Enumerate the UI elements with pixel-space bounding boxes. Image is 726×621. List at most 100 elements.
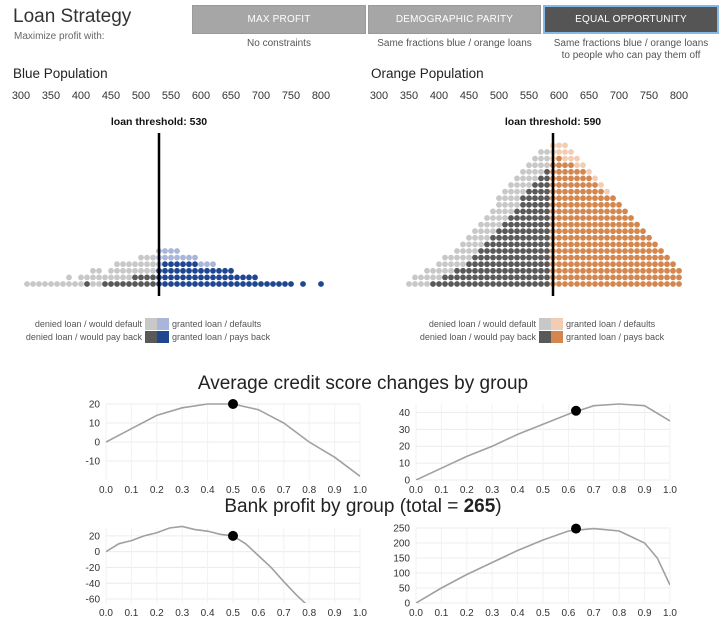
population-dot (574, 188, 580, 195)
legend-swatch-denied-payback (145, 331, 157, 343)
credit-change-section-title: Average credit score changes by group (197, 373, 529, 394)
population-dot (568, 274, 574, 281)
population-dot (568, 241, 574, 248)
orange-credit-change-chart[interactable]: 40 30 20 10 00.0 0.1 0.2 0.3 0.4 0.5 0.6 0.7 0.8 0.9 1… (380, 398, 680, 498)
population-dot (108, 274, 114, 281)
population-dot (192, 261, 198, 268)
orange-profit-chart[interactable]: 250 200 150 100 50 00.0 0.1 0.2 0.3 0.4 0.5 0.6 0.7 0… (380, 522, 680, 621)
blue-population-dot-plot[interactable]: 300 350 400 450 500 550 600 650 700 750 800 loan th… (0, 84, 360, 354)
max-profit-button[interactable]: MAX PROFIT (192, 5, 366, 34)
population-dot (544, 228, 550, 235)
equal-opportunity-button[interactable]: EQUAL OPPORTUNITY (543, 5, 719, 34)
population-dot (198, 267, 204, 274)
population-dot (532, 267, 538, 274)
population-dot (616, 274, 622, 281)
population-dot (598, 281, 604, 287)
population-dot (610, 215, 616, 221)
population-dot (442, 254, 448, 261)
blue-profit-chart[interactable]: 20 0 -20 -40 -60 0.0 0.1 0.2 0.3 0.4 0.5 0.6 0.7 0.8 0… (70, 522, 370, 621)
population-dot (586, 175, 592, 182)
population-dot (574, 162, 580, 169)
population-dot (502, 248, 508, 254)
population-dot (640, 254, 646, 261)
current-point-marker[interactable] (571, 405, 582, 416)
population-dot (526, 201, 532, 208)
population-dot (604, 221, 610, 228)
population-dot (252, 281, 258, 287)
population-dot (586, 195, 592, 202)
population-dot (472, 234, 478, 241)
population-dot (574, 248, 580, 254)
population-dot (514, 182, 520, 188)
population-dot (640, 261, 646, 268)
demographic-parity-button[interactable]: DEMOGRAPHIC PARITY (368, 5, 541, 34)
orange-population-dot-plot[interactable]: 300 350 400 450 500 550 600 650 700 750 800 loan th… (358, 84, 726, 354)
score-tick-label: 400 (430, 90, 448, 102)
population-dot (544, 254, 550, 261)
population-dot (604, 261, 610, 268)
population-dot (562, 241, 568, 248)
population-dot (168, 248, 174, 254)
population-dot (544, 221, 550, 228)
population-dot (538, 168, 544, 175)
population-dot (604, 267, 610, 274)
population-dot (598, 221, 604, 228)
x-tick-label: 0.4 (201, 485, 215, 496)
population-dot (562, 248, 568, 254)
population-dot (126, 261, 132, 268)
population-dot (430, 274, 436, 281)
y-tick-label: 50 (399, 584, 411, 595)
population-dot (622, 267, 628, 274)
x-tick-label: 0.0 (409, 485, 423, 496)
population-dot (604, 195, 610, 202)
population-dot (210, 281, 216, 287)
x-tick-label: 0.5 (226, 485, 240, 496)
population-dot (580, 267, 586, 274)
population-dot (628, 274, 634, 281)
population-dot (640, 267, 646, 274)
population-dot (532, 234, 538, 241)
population-dot (144, 267, 150, 274)
population-dot (198, 261, 204, 268)
population-dot (562, 274, 568, 281)
population-dot (532, 208, 538, 215)
population-dot (586, 248, 592, 254)
population-dot (204, 267, 210, 274)
population-dot (520, 241, 526, 248)
population-dot (520, 175, 526, 182)
population-dot (478, 267, 484, 274)
population-dot (90, 281, 96, 287)
current-point-marker[interactable] (228, 399, 238, 409)
population-dot (604, 228, 610, 235)
population-dot (514, 267, 520, 274)
population-dot (658, 274, 664, 281)
population-dot (484, 228, 490, 235)
current-point-marker[interactable] (228, 530, 238, 541)
population-dot (676, 281, 682, 287)
legend-swatch-denied-default (145, 318, 157, 330)
population-dot (556, 175, 562, 182)
population-dot (246, 274, 252, 281)
population-dot (574, 155, 580, 162)
current-point-marker[interactable] (571, 523, 582, 534)
population-dot (628, 281, 634, 287)
population-dot (520, 274, 526, 281)
population-dot (502, 234, 508, 241)
x-tick-label: 0.7 (587, 485, 601, 496)
blue-credit-change-chart[interactable]: 20 10 0 -10 0.0 0.1 0.2 0.3 0.4 0.5 0.6 0.7 0.8 0.9 1.… (70, 398, 370, 498)
population-dot (472, 254, 478, 261)
legend-granted-default-label: granted loan / defaults (566, 319, 656, 329)
population-dot (664, 267, 670, 274)
population-dot (526, 162, 532, 169)
population-dot (162, 267, 168, 274)
population-dot (192, 254, 198, 261)
population-dot (448, 254, 454, 261)
population-dot (568, 195, 574, 202)
population-dot (592, 261, 598, 268)
population-dot (514, 188, 520, 195)
population-dot (472, 274, 478, 281)
population-dot (562, 234, 568, 241)
population-dot (568, 208, 574, 215)
population-dot (472, 241, 478, 248)
population-dot (168, 267, 174, 274)
